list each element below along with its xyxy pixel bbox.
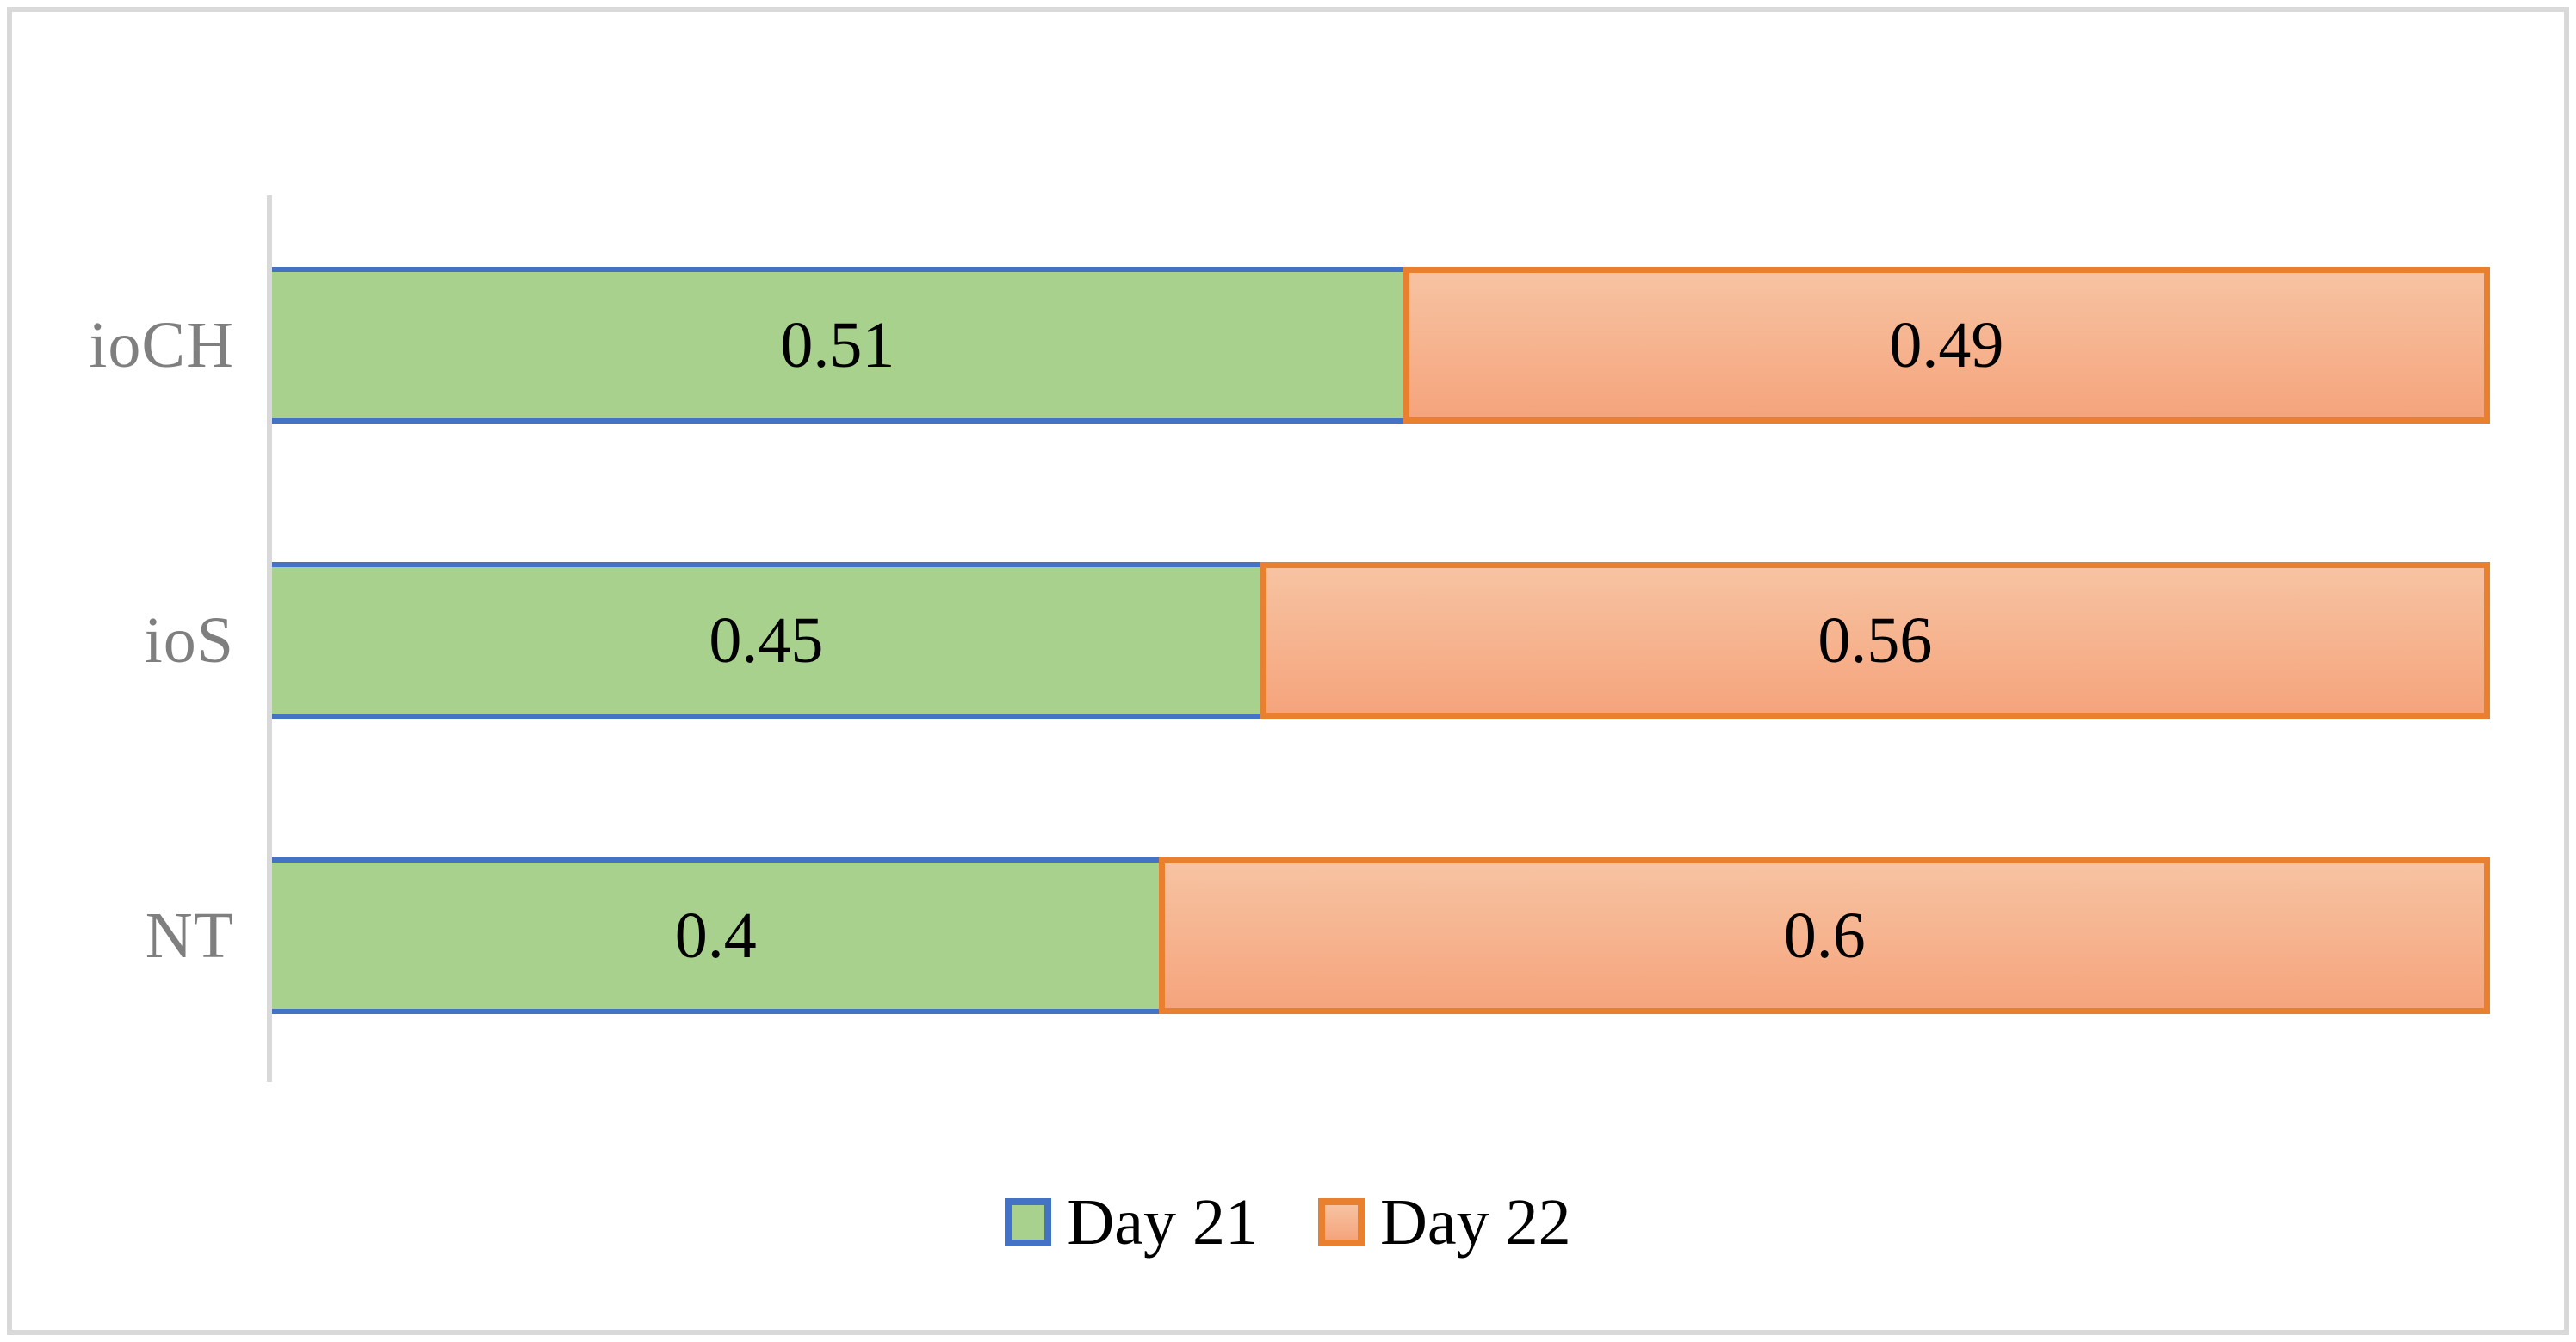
y-axis-line [267, 195, 272, 1082]
bar-segment-day-22: 0.49 [1403, 267, 2490, 424]
bar-segment-day-21: 0.51 [272, 267, 1403, 424]
data-label: 0.49 [1889, 308, 2004, 381]
legend-item-day-22: Day 22 [1318, 1185, 1571, 1260]
legend-label: Day 21 [1067, 1185, 1258, 1259]
data-label: 0.45 [709, 603, 824, 677]
bar-segment-day-21: 0.45 [272, 562, 1260, 719]
bar-segment-day-22: 0.6 [1159, 857, 2490, 1014]
bar-row: 0.45 0.56 [272, 562, 2490, 719]
bar-segment-day-21: 0.4 [272, 857, 1160, 1014]
data-label: 0.6 [1783, 899, 1866, 972]
category-label: ioCH [89, 308, 234, 381]
data-label: 0.51 [780, 308, 895, 381]
legend-swatch-day-22 [1318, 1198, 1365, 1246]
legend-swatch-day-21 [1005, 1198, 1052, 1246]
legend-item-day-21: Day 21 [1005, 1185, 1258, 1260]
legend: Day 21 Day 22 [0, 1184, 2576, 1261]
category-label: ioS [144, 603, 234, 677]
data-label: 0.56 [1817, 603, 1933, 677]
legend-label: Day 22 [1380, 1185, 1571, 1259]
bar-segment-day-22: 0.56 [1260, 562, 2490, 719]
category-label: NT [145, 899, 234, 972]
data-label: 0.4 [674, 899, 757, 972]
bar-row: 0.51 0.49 [272, 267, 2490, 424]
bar-row: 0.4 0.6 [272, 857, 2490, 1014]
